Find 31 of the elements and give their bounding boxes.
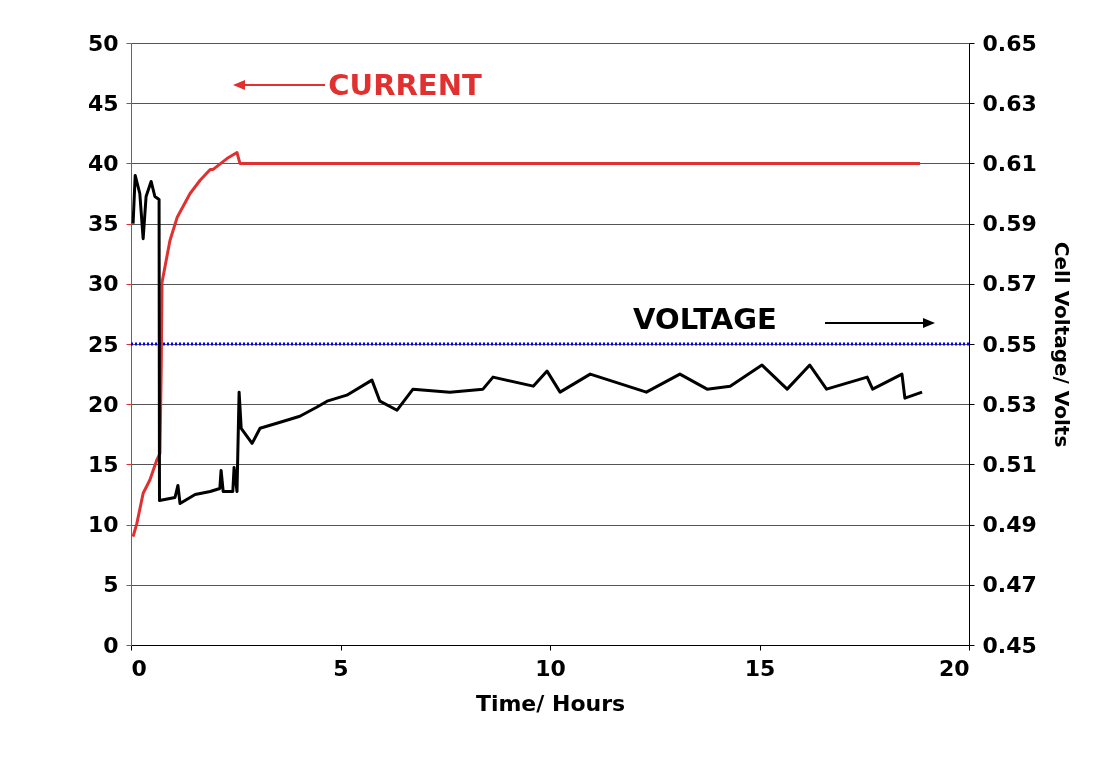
y2-tick-label: 0.55 — [982, 331, 1037, 357]
x-tick-label: 20 — [938, 655, 970, 681]
y-tick-label: 40 — [87, 150, 119, 176]
x-tick-label: 0 — [131, 655, 147, 681]
y2-axis-title: Cell Voltage/ Volts — [1049, 241, 1074, 448]
y2-tick-label: 0.53 — [982, 391, 1037, 417]
y-tick-label: 20 — [87, 391, 119, 417]
y-tick-label: 15 — [87, 451, 119, 477]
y-tick-label: 0 — [103, 632, 119, 658]
y2-tick-label: 0.65 — [982, 30, 1037, 56]
y-tick-label: 10 — [87, 512, 119, 538]
y-tick-label: 45 — [87, 90, 119, 116]
y-tick-label: 25 — [87, 331, 119, 357]
y2-tick-label: 0.59 — [982, 211, 1037, 237]
y-tick-label: 30 — [87, 271, 119, 297]
x-axis-title: Time/ Hours — [475, 690, 626, 716]
x-tick-label: 10 — [535, 655, 566, 681]
x-tick-label: 15 — [744, 655, 776, 681]
y2-tick-label: 0.45 — [982, 632, 1037, 658]
series-label: VOLTAGE — [633, 302, 777, 336]
y2-tick-label: 0.61 — [982, 150, 1037, 176]
y2-tick-label: 0.51 — [982, 451, 1037, 477]
y-tick-label: 5 — [103, 572, 119, 598]
y2-tick-label: 0.49 — [982, 512, 1037, 538]
y-tick-label: 50 — [87, 30, 119, 56]
x-tick-label: 5 — [333, 655, 349, 681]
legend-label: CURRENT — [328, 68, 482, 102]
y2-tick-label: 0.47 — [982, 572, 1037, 598]
y-tick-label: 35 — [87, 211, 119, 237]
y2-tick-label: 0.57 — [982, 271, 1037, 297]
y2-tick-label: 0.63 — [982, 90, 1037, 116]
